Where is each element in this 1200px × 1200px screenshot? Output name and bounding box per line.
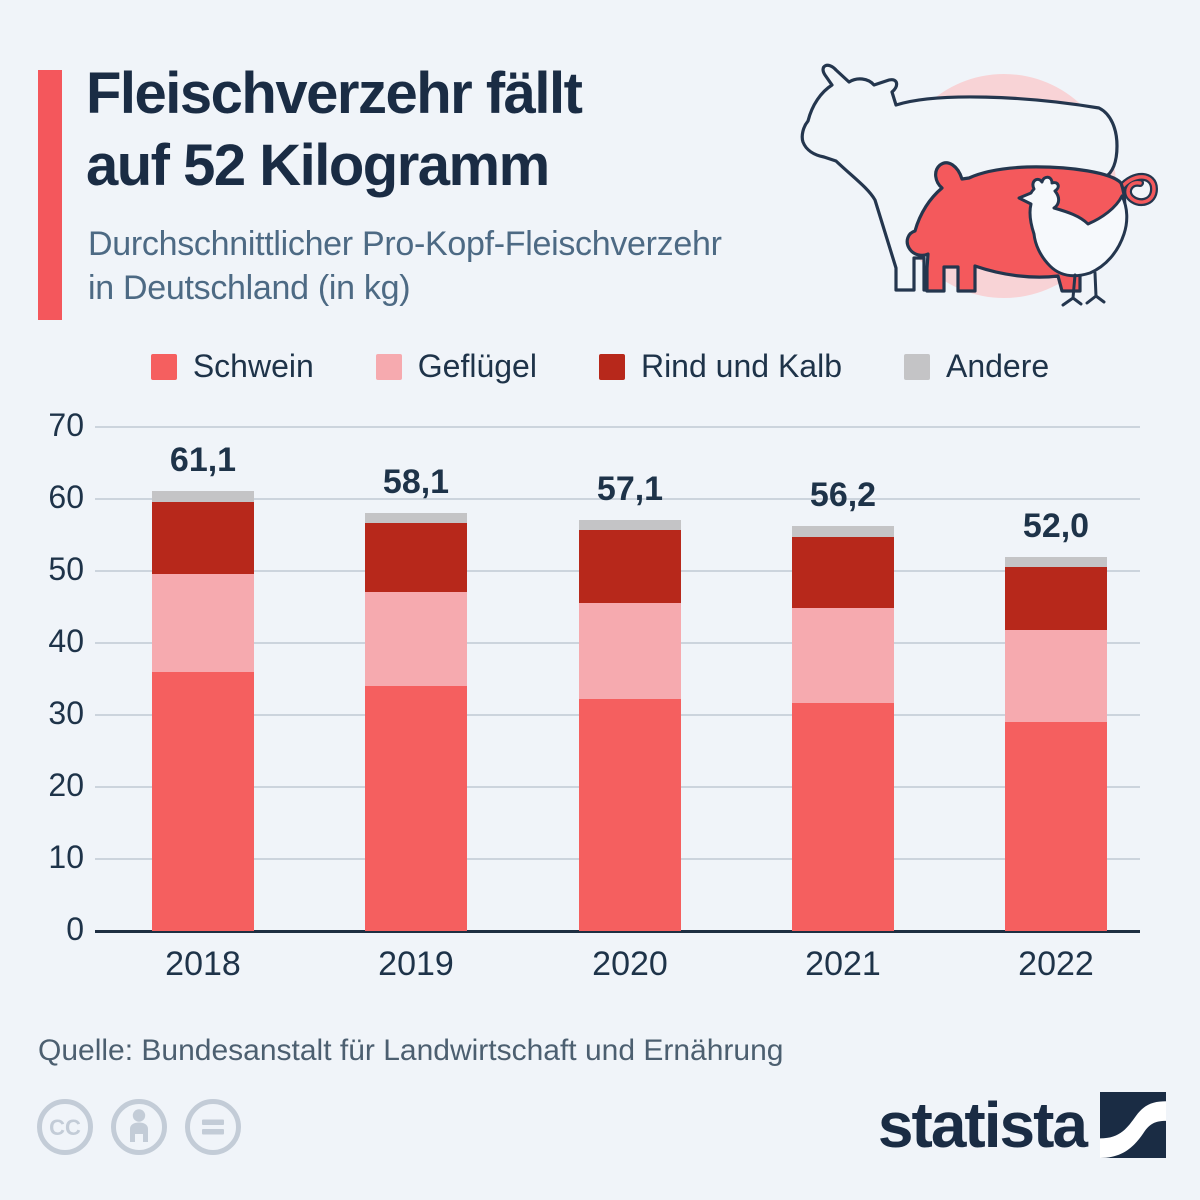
page-title: Fleischverzehr fällt auf 52 Kilogramm: [86, 58, 583, 202]
statista-logo[interactable]: statista: [878, 1092, 1166, 1158]
bar-segment-rind-und-kalb-2018: [152, 501, 254, 574]
page-title-line2: auf 52 Kilogramm: [86, 133, 550, 198]
attribution-person-icon[interactable]: [110, 1098, 168, 1156]
bar-segment-geflügel-2021: [792, 607, 894, 703]
bar-segment-geflügel-2019: [365, 591, 467, 687]
bar-segment-geflügel-2018: [152, 573, 254, 672]
y-axis-tick-50: 50: [48, 551, 84, 587]
x-axis-label-2022: 2022: [1018, 945, 1094, 983]
gridline-20: [95, 786, 1140, 788]
legend-swatch-rind-und-kalb: [598, 353, 625, 380]
bar-segment-andere-2020: [579, 519, 681, 530]
bar-segment-andere-2021: [792, 526, 894, 538]
bar-total-label-2018: 61,1: [169, 441, 237, 480]
chart-legend: Schwein Geflügel Rind und Kalb Andere: [0, 348, 1200, 385]
meat-animals-illustration: [800, 63, 1159, 307]
x-axis-label-2018: 2018: [165, 945, 241, 983]
statista-swoosh-icon: [1100, 1092, 1166, 1158]
gridline-50: [95, 570, 1140, 572]
x-axis-label-2021: 2021: [805, 945, 881, 983]
page-subtitle-line2: in Deutschland (in kg): [88, 269, 411, 307]
bar-total-label-2022: 52,0: [1022, 506, 1090, 545]
legend-swatch-gefluegel: [375, 353, 402, 380]
y-axis-tick-40: 40: [48, 623, 84, 659]
x-axis-label-2020: 2020: [592, 945, 668, 983]
gridline-60: [95, 498, 1140, 500]
bar-segment-schwein-2020: [579, 699, 681, 931]
y-axis-tick-10: 10: [48, 839, 84, 875]
legend-item-andere: Andere: [903, 348, 1050, 385]
license-icons: CC: [36, 1098, 242, 1156]
legend-label-gefluegel: Geflügel: [417, 348, 537, 384]
x-axis-label-2019: 2019: [378, 945, 454, 983]
bar-segment-schwein-2018: [152, 671, 254, 931]
statista-wordmark: statista: [877, 1089, 1088, 1161]
legend-swatch-schwein: [150, 353, 177, 380]
bar-segment-rind-und-kalb-2020: [579, 529, 681, 603]
gridline-40: [95, 642, 1140, 644]
gridline-70: [95, 426, 1140, 428]
page-title-line1: Fleischverzehr fällt: [86, 61, 583, 126]
bar-segment-rind-und-kalb-2019: [365, 522, 467, 592]
bar-segment-rind-und-kalb-2022: [1005, 567, 1107, 631]
bar-segment-andere-2019: [365, 512, 467, 523]
x-axis-line: [95, 930, 1140, 933]
y-axis-tick-30: 30: [48, 695, 84, 731]
chicken-icon: [1017, 175, 1129, 278]
bar-segment-schwein-2022: [1005, 722, 1107, 931]
bar-segment-rind-und-kalb-2021: [792, 537, 894, 608]
legend-label-schwein: Schwein: [192, 348, 314, 384]
y-axis-tick-70: 70: [48, 407, 84, 443]
page-subtitle-line1: Durchschnittlicher Pro-Kopf-Fleischverze…: [88, 225, 722, 263]
legend-swatch-andere: [903, 353, 930, 380]
source-note: Quelle: Bundesanstalt für Landwirtschaft…: [38, 1034, 784, 1067]
chicken-legs-icon: [1061, 271, 1106, 307]
pig-tail-inner: [1119, 175, 1156, 204]
creative-commons-icon[interactable]: CC: [36, 1098, 94, 1156]
bar-segment-andere-2018: [152, 491, 254, 502]
legend-label-rind-und-kalb: Rind und Kalb: [640, 348, 842, 384]
legend-item-rind-und-kalb: Rind und Kalb: [598, 348, 842, 385]
bar-segment-geflügel-2022: [1005, 630, 1107, 723]
bar-total-label-2019: 58,1: [382, 462, 450, 501]
title-accent-bar: [38, 70, 62, 320]
legend-item-gefluegel: Geflügel: [375, 348, 537, 385]
gridline-10: [95, 858, 1140, 860]
bar-total-label-2020: 57,1: [596, 469, 664, 508]
bar-segment-geflügel-2020: [579, 602, 681, 700]
legend-item-schwein: Schwein: [150, 348, 314, 385]
bar-segment-andere-2022: [1005, 556, 1107, 568]
y-axis-tick-20: 20: [48, 767, 84, 803]
gridline-30: [95, 714, 1140, 716]
legend-label-andere: Andere: [945, 348, 1050, 384]
bar-total-label-2021: 56,2: [809, 476, 877, 515]
no-derivatives-equals-icon[interactable]: [184, 1098, 242, 1156]
svg-text:CC: CC: [49, 1115, 81, 1140]
bar-segment-schwein-2021: [792, 702, 894, 931]
y-axis-tick-60: 60: [48, 479, 84, 515]
page-subtitle: Durchschnittlicher Pro-Kopf-Fleischverze…: [88, 222, 722, 310]
y-axis-tick-0: 0: [66, 911, 84, 947]
bar-segment-schwein-2019: [365, 686, 467, 931]
